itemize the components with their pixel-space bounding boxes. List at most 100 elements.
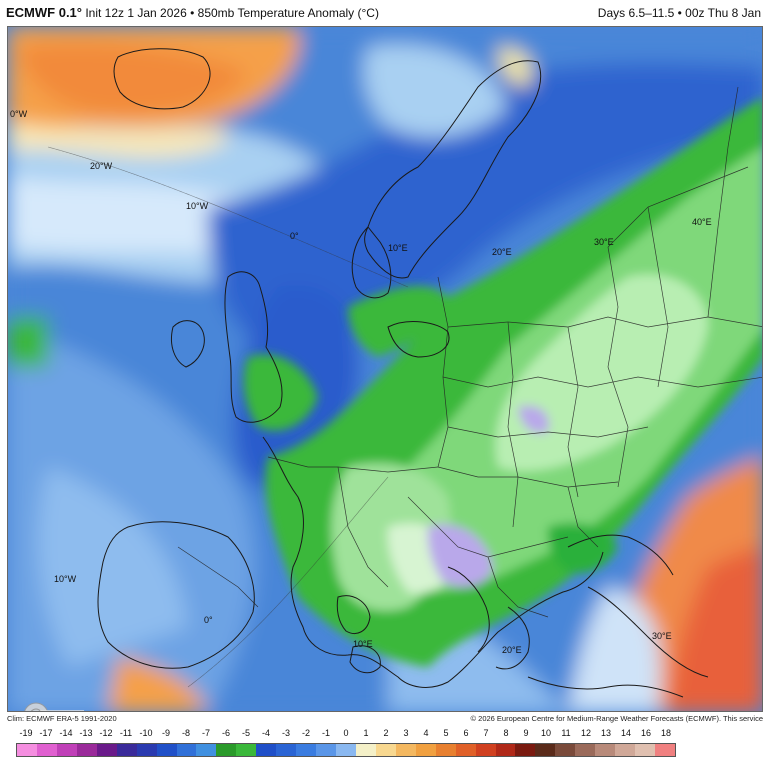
legend-color-cell <box>435 744 456 756</box>
lon-label: 10°E <box>353 639 373 649</box>
header-separator: • <box>190 6 195 20</box>
legend-tick-label: 14 <box>620 728 631 738</box>
lon-label: 10°W <box>54 574 77 584</box>
legend-tick-label: -12 <box>99 728 113 738</box>
legend-tick-label: -3 <box>281 728 290 738</box>
legend-tick-label: 16 <box>640 728 651 738</box>
legend-color-cell <box>36 744 57 756</box>
init-time: Init 12z 1 Jan 2026 <box>85 6 187 20</box>
lon-label: 20°E <box>502 645 522 655</box>
legend-tick-label: 3 <box>403 728 409 738</box>
legend-color-cell <box>76 744 97 756</box>
legend-color-cell <box>336 744 356 756</box>
legend-color-cell <box>316 744 336 756</box>
legend-tick-label: -13 <box>79 728 93 738</box>
legend-tick-labels: -19 -17 -14 -13 -12 -11 -10 -9 -8 -7 -6 -5 -4 -3 -2 -1 0… <box>16 728 676 742</box>
legend-color-cell <box>655 744 675 756</box>
legend-color-cell <box>575 744 596 756</box>
legend-color-cell <box>395 744 416 756</box>
legend-color-cell <box>156 744 177 756</box>
legend-tick-label: -19 <box>19 728 33 738</box>
lon-label: 30°E <box>652 631 672 641</box>
lon-label: 10°W <box>186 201 209 211</box>
legend-tick-label: -14 <box>59 728 73 738</box>
legend-color-cell <box>495 744 516 756</box>
legend-color-cell <box>296 744 317 756</box>
legend-tick-label: 5 <box>443 728 449 738</box>
map-header: ECMWF 0.1° Init 12z 1 Jan 2026 • 850mb T… <box>0 0 765 26</box>
legend-tick-label: -2 <box>301 728 310 738</box>
map-footer: Clim: ECMWF ERA-5 1991-2020 © 2026 Europ… <box>7 713 763 725</box>
legend-color-cell <box>515 744 536 756</box>
product-name: 850mb Temperature Anomaly (°C) <box>197 6 379 20</box>
lon-label: 10°E <box>388 243 408 253</box>
legend-color-cell <box>475 744 496 756</box>
lon-label: 0°W <box>10 109 28 119</box>
legend-tick-label: -8 <box>181 728 190 738</box>
legend-color-cell <box>615 744 636 756</box>
map-canvas: 0°W 20°W 10°W 0° 10°E 20°E 30°E 40°E 10°… <box>8 27 762 711</box>
legend-color-cell <box>455 744 476 756</box>
header-title: ECMWF 0.1° Init 12z 1 Jan 2026 • 850mb T… <box>6 0 379 26</box>
legend-color-cell <box>355 744 376 756</box>
model-name: ECMWF 0.1° <box>6 5 82 20</box>
legend-tick-label: 0 <box>343 728 349 738</box>
lon-label: 20°E <box>492 247 512 257</box>
graticule <box>47 146 409 688</box>
color-legend: -19 -17 -14 -13 -12 -11 -10 -9 -8 -7 -6 -5 -4 -3 -2 -1 0… <box>16 728 676 762</box>
legend-tick-label: 18 <box>660 728 671 738</box>
legend-tick-label: 4 <box>423 728 429 738</box>
legend-tick-label: 8 <box>503 728 509 738</box>
legend-color-cell <box>116 744 137 756</box>
lon-label: 20°W <box>90 161 113 171</box>
green-anomaly-region <box>243 98 762 667</box>
longitude-labels: 0°W 20°W 10°W 0° 10°E 20°E 30°E 40°E 10°… <box>10 109 712 655</box>
legend-tick-label: -9 <box>161 728 170 738</box>
lon-label: 30°E <box>594 237 614 247</box>
climatology-note: Clim: ECMWF ERA-5 1991-2020 <box>7 714 117 723</box>
legend-tick-label: 9 <box>523 728 529 738</box>
legend-color-cell <box>196 744 217 756</box>
legend-tick-label: -7 <box>201 728 210 738</box>
legend-tick-label: -11 <box>119 728 133 738</box>
legend-tick-label: 2 <box>383 728 389 738</box>
legend-color-cell <box>216 744 237 756</box>
legend-tick-label: 1 <box>363 728 369 738</box>
legend-color-cell <box>17 744 37 756</box>
legend-color-cell <box>535 744 556 756</box>
legend-tick-label: -17 <box>39 728 53 738</box>
lon-label: 40°E <box>692 217 712 227</box>
legend-color-cell <box>56 744 77 756</box>
legend-color-cell <box>595 744 616 756</box>
valid-period: Days 6.5–11.5 • 00z Thu 8 Jan <box>597 6 761 20</box>
legend-tick-label: -4 <box>261 728 270 738</box>
weatherbell-logo: WeatherBELL <box>22 695 84 711</box>
legend-color-cell <box>635 744 655 756</box>
legend-tick-label: 12 <box>580 728 591 738</box>
legend-color-cell <box>375 744 396 756</box>
legend-tick-label: -6 <box>221 728 230 738</box>
legend-tick-label: 7 <box>483 728 489 738</box>
anomaly-map: 0°W 20°W 10°W 0° 10°E 20°E 30°E 40°E 10°… <box>7 26 763 712</box>
legend-colorbar <box>16 743 676 757</box>
legend-tick-label: -5 <box>241 728 250 738</box>
coastlines <box>97 48 709 698</box>
legend-color-cell <box>236 744 257 756</box>
legend-color-cell <box>276 744 297 756</box>
legend-tick-label: 10 <box>540 728 551 738</box>
legend-color-cell <box>96 744 117 756</box>
legend-tick-label: 11 <box>561 728 571 738</box>
lon-label: 0° <box>290 231 299 241</box>
copyright-note: © 2026 European Centre for Medium-Range … <box>470 714 763 723</box>
legend-tick-label: 13 <box>600 728 611 738</box>
lon-label: 0° <box>204 615 213 625</box>
legend-tick-label: -10 <box>139 728 153 738</box>
legend-color-cell <box>256 744 277 756</box>
legend-tick-label: -1 <box>321 728 330 738</box>
legend-color-cell <box>415 744 436 756</box>
legend-color-cell <box>136 744 157 756</box>
country-borders <box>177 86 762 618</box>
legend-color-cell <box>176 744 197 756</box>
legend-color-cell <box>555 744 576 756</box>
legend-tick-label: 6 <box>463 728 469 738</box>
